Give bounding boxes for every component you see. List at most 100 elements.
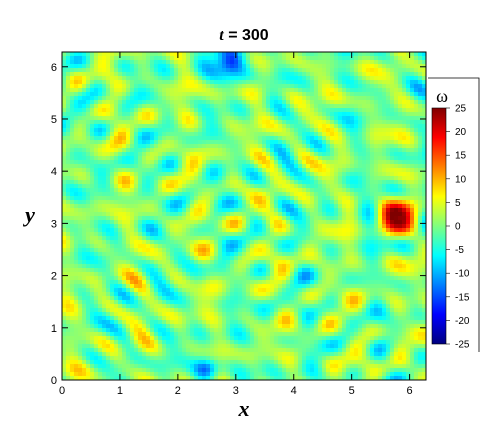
- heatmap-cell: [282, 180, 287, 185]
- heatmap-cell: [186, 260, 191, 265]
- heatmap-cell: [362, 180, 367, 185]
- heatmap-cell: [218, 108, 223, 113]
- heatmap-cell: [86, 208, 91, 213]
- heatmap-cell: [346, 64, 351, 69]
- heatmap-cell: [122, 68, 127, 73]
- heatmap-cell: [210, 52, 215, 57]
- heatmap-cell: [370, 164, 375, 169]
- heatmap-cell: [130, 168, 135, 173]
- heatmap-cell: [86, 52, 91, 57]
- heatmap-cell: [182, 216, 187, 221]
- heatmap-cell: [186, 268, 191, 273]
- heatmap-cell: [394, 228, 399, 233]
- heatmap-cell: [254, 88, 259, 93]
- heatmap-cell: [410, 160, 415, 165]
- heatmap-cell: [190, 260, 195, 265]
- heatmap-cell: [362, 260, 367, 265]
- heatmap-cell: [154, 260, 159, 265]
- heatmap-cell: [214, 152, 219, 157]
- heatmap-cell: [134, 260, 139, 265]
- heatmap-cell: [170, 236, 175, 241]
- heatmap-cell: [78, 148, 83, 153]
- heatmap-cell: [178, 224, 183, 229]
- heatmap-cell: [126, 164, 131, 169]
- heatmap-cell: [102, 64, 107, 69]
- heatmap-cell: [162, 76, 167, 81]
- heatmap-cell: [422, 240, 426, 245]
- heatmap-cell: [178, 60, 183, 65]
- heatmap-cell: [182, 268, 187, 273]
- heatmap-cell: [266, 144, 271, 149]
- heatmap-cell: [94, 192, 99, 197]
- heatmap-cell: [370, 188, 375, 193]
- heatmap-cell: [186, 148, 191, 153]
- heatmap-cell: [266, 92, 271, 97]
- heatmap-cell: [142, 76, 147, 81]
- heatmap-cell: [82, 52, 87, 57]
- heatmap-cell: [314, 140, 319, 145]
- heatmap-cell: [86, 176, 91, 181]
- heatmap-cell: [134, 76, 139, 81]
- heatmap-cell: [138, 240, 143, 245]
- heatmap-cell: [74, 128, 79, 133]
- heatmap-cell: [266, 184, 271, 189]
- heatmap-cell: [214, 244, 219, 249]
- heatmap-cell: [370, 224, 375, 229]
- heatmap-cell: [222, 128, 227, 133]
- heatmap-cell: [174, 104, 179, 109]
- heatmap-cell: [86, 148, 91, 153]
- heatmap-cell: [370, 168, 375, 173]
- heatmap-cell: [298, 140, 303, 145]
- heatmap-cell: [398, 164, 403, 169]
- heatmap-cell: [174, 124, 179, 129]
- heatmap-cell: [142, 144, 147, 149]
- heatmap-cell: [250, 128, 255, 133]
- heatmap-cell: [262, 60, 267, 65]
- heatmap-cell: [322, 124, 327, 129]
- heatmap-cell: [106, 84, 111, 89]
- heatmap-cell: [414, 208, 419, 213]
- heatmap-cell: [130, 124, 135, 129]
- heatmap-cell: [246, 64, 251, 69]
- heatmap-cell: [170, 216, 175, 221]
- heatmap-cell: [414, 104, 419, 109]
- heatmap-cell: [122, 268, 127, 273]
- heatmap-cell: [342, 172, 347, 177]
- heatmap-cell: [322, 228, 327, 233]
- heatmap-cell: [154, 228, 159, 233]
- heatmap-cell: [130, 84, 135, 89]
- heatmap-cell: [322, 52, 327, 57]
- heatmap-cell: [266, 136, 271, 141]
- heatmap-cell: [190, 132, 195, 137]
- heatmap-cell: [170, 80, 175, 85]
- heatmap-cell: [286, 188, 291, 193]
- heatmap-cell: [358, 176, 363, 181]
- heatmap-cell: [318, 104, 323, 109]
- heatmap-cell: [370, 100, 375, 105]
- heatmap-cell: [130, 164, 135, 169]
- heatmap-cell: [418, 180, 423, 185]
- heatmap-cell: [274, 112, 279, 117]
- heatmap-cell: [94, 168, 99, 173]
- heatmap-cell: [234, 208, 239, 213]
- heatmap-cell: [110, 104, 115, 109]
- heatmap-cell: [370, 212, 375, 217]
- heatmap-cell: [398, 104, 403, 109]
- heatmap-cell: [78, 156, 83, 161]
- heatmap-cell: [126, 240, 131, 245]
- heatmap-cell: [246, 188, 251, 193]
- heatmap-cell: [94, 140, 99, 145]
- heatmap-cell: [302, 96, 307, 101]
- heatmap-cell: [362, 204, 367, 209]
- heatmap-cell: [202, 64, 207, 69]
- heatmap-cell: [170, 88, 175, 93]
- heatmap-cell: [350, 232, 355, 237]
- heatmap-cell: [170, 60, 175, 65]
- heatmap-cell: [190, 116, 195, 121]
- heatmap-cell: [118, 176, 123, 181]
- heatmap-cell: [286, 256, 291, 261]
- heatmap-cell: [274, 248, 279, 253]
- heatmap-cell: [406, 124, 411, 129]
- heatmap-cell: [370, 236, 375, 241]
- heatmap-cell: [366, 192, 371, 197]
